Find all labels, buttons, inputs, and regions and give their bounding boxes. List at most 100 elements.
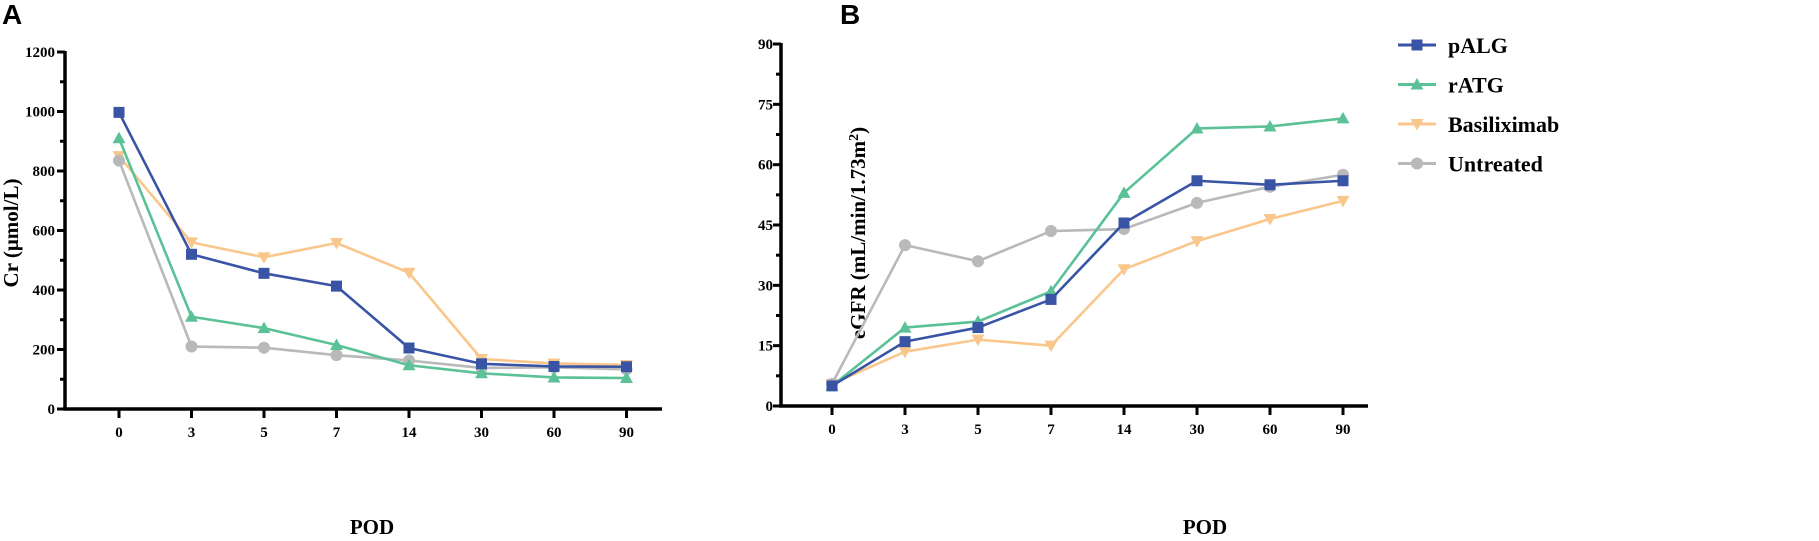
data-point-untreated — [113, 154, 125, 167]
legend-item-palg: pALG — [1398, 33, 1508, 58]
data-point-palg — [621, 361, 632, 373]
data-point-ratg — [1044, 284, 1058, 297]
series-untreated — [113, 154, 633, 376]
y-tick-label: 90 — [758, 37, 773, 53]
data-point-ratg — [475, 366, 488, 379]
x-tick-label: 5 — [974, 422, 982, 438]
legend-marker-basiliximab — [1410, 119, 1424, 131]
data-point-ratg — [112, 131, 126, 144]
y-tick-label: 15 — [758, 339, 773, 355]
data-point-basiliximab — [1190, 236, 1204, 248]
panel-b-y-axis-title-sup: 2 — [847, 134, 862, 141]
x-tick-label: 60 — [547, 425, 562, 441]
data-point-palg — [1045, 293, 1057, 305]
panel-a-series — [112, 106, 633, 384]
panel-b-chart: B eGFR (mL/min/1.73m2) POD 0153045607590… — [758, 0, 1368, 539]
data-point-palg — [972, 322, 984, 334]
y-tick-label: 60 — [758, 158, 773, 174]
series-ratg — [112, 131, 633, 384]
y-tick-label: 400 — [33, 283, 56, 299]
x-tick-label: 7 — [333, 425, 341, 441]
data-point-palg — [1264, 179, 1276, 191]
data-point-basiliximab — [1263, 213, 1277, 226]
data-point-ratg — [1263, 119, 1277, 132]
data-point-basiliximab — [185, 237, 198, 249]
data-point-ratg — [1117, 186, 1131, 198]
panel-b-axes: 0 15 30 45 60 75 90 0 3 5 7 14 30 60 90 — [758, 37, 1368, 438]
data-point-basiliximab — [1117, 264, 1131, 276]
data-point-untreated — [1191, 196, 1203, 209]
x-tick-label: 5 — [260, 425, 268, 441]
series-line-ratg — [117, 137, 627, 380]
y-tick-label: 45 — [758, 218, 773, 234]
data-point-ratg — [1336, 111, 1350, 124]
panel-b-y-axis-title: eGFR (mL/min/1.73m2) — [846, 127, 870, 339]
data-point-palg — [331, 280, 342, 292]
panel-a-letter: A — [2, 0, 22, 30]
y-tick-label: 1000 — [25, 105, 55, 121]
data-point-untreated — [185, 340, 198, 353]
panel-a-x-axis-title: POD — [350, 515, 394, 539]
legend-marker-untreated — [1411, 157, 1423, 170]
data-point-ratg — [257, 321, 271, 334]
y-tick-label: 30 — [758, 278, 773, 294]
data-point-palg — [186, 248, 197, 260]
series-palg — [113, 106, 632, 373]
x-tick-label: 3 — [901, 422, 909, 438]
data-point-basiliximab — [1044, 340, 1058, 353]
x-tick-label: 30 — [1190, 422, 1205, 438]
series-line-untreated — [117, 160, 627, 371]
legend-label-palg: pALG — [1448, 33, 1508, 58]
data-point-palg — [1337, 175, 1349, 187]
panel-b-y-axis-title-main: eGFR (mL/min/1.73m — [846, 140, 870, 339]
legend: pALG rATG Basiliximab Untreated — [1398, 33, 1559, 177]
series-palg — [826, 175, 1349, 392]
y-tick-label: 200 — [33, 343, 56, 359]
x-tick-label: 7 — [1047, 422, 1055, 438]
data-point-palg — [1191, 175, 1203, 187]
legend-marker-ratg — [1410, 78, 1424, 90]
legend-item-untreated: Untreated — [1398, 152, 1543, 177]
panel-a-axes: 0 200 400 600 800 1000 1200 0 3 5 7 14 30 60 90 — [25, 45, 662, 441]
data-point-untreated — [1045, 225, 1057, 238]
y-tick-label: 75 — [758, 97, 773, 113]
x-tick-label: 3 — [188, 425, 196, 441]
series-line-basiliximab — [831, 199, 1344, 386]
series-line-untreated — [830, 173, 1344, 385]
data-point-palg — [1118, 217, 1130, 229]
panel-b-letter: B — [840, 0, 860, 30]
legend-label-basiliximab: Basiliximab — [1448, 112, 1559, 137]
data-point-basiliximab — [402, 267, 416, 280]
data-point-basiliximab — [257, 252, 271, 264]
data-point-palg — [548, 360, 560, 372]
x-tick-label: 14 — [1117, 422, 1133, 438]
data-point-basiliximab — [1336, 195, 1350, 208]
y-tick-label: 600 — [33, 224, 56, 240]
data-point-ratg — [1190, 121, 1204, 134]
data-point-ratg — [898, 321, 912, 333]
series-line-palg — [117, 111, 627, 369]
data-point-palg — [258, 267, 270, 279]
data-point-palg — [826, 380, 838, 392]
data-point-ratg — [330, 338, 343, 351]
panel-b-series — [825, 111, 1350, 392]
data-point-ratg — [185, 310, 198, 322]
data-point-ratg — [620, 371, 633, 384]
data-point-palg — [403, 342, 415, 354]
x-tick-label: 14 — [402, 425, 418, 441]
x-tick-label: 90 — [1336, 422, 1351, 438]
data-point-basiliximab — [330, 237, 343, 250]
series-line-palg — [831, 179, 1344, 388]
panel-a-chart: A Cr (μmol/L) POD 0200400600800100012000… — [0, 0, 662, 539]
data-point-palg — [113, 106, 125, 118]
legend-label-untreated: Untreated — [1448, 152, 1543, 177]
x-tick-label: 0 — [115, 425, 123, 441]
data-point-basiliximab — [971, 334, 985, 347]
y-tick-label: 0 — [48, 402, 56, 418]
y-tick-label: 800 — [33, 164, 56, 180]
data-point-palg — [899, 336, 911, 348]
legend-marker-palg — [1411, 39, 1423, 51]
data-point-untreated — [972, 255, 984, 268]
x-tick-label: 30 — [474, 425, 489, 441]
